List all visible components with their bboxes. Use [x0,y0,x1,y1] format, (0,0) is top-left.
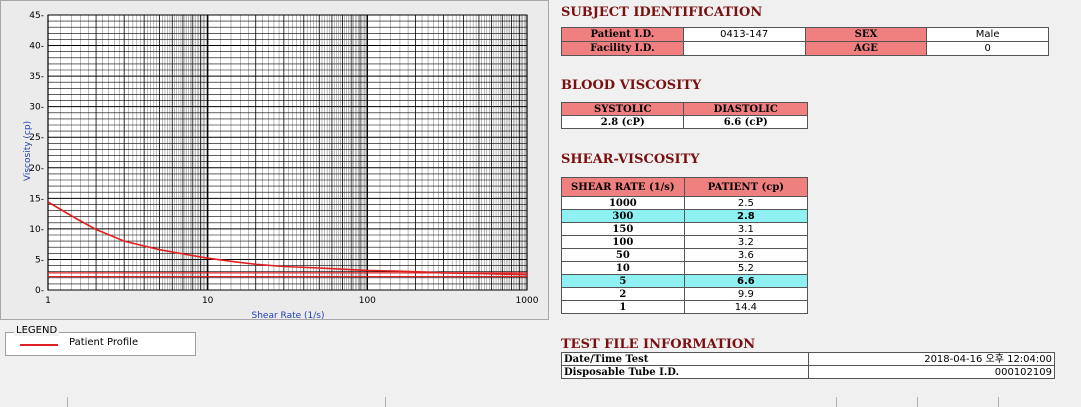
diastolic-label: DIASTOLIC [683,102,808,116]
y-tick-label: 10- [29,225,44,235]
datetime-value: 2018-04-16 오후 12:04:00 [808,352,1055,366]
viscosity-chart: 0- 5- 10- 15- 20- 25- 30- 35- 40- 45- 1 10 100 1000 S… [23,11,539,321]
y-tick-label: 40- [29,42,44,52]
plot-area [47,14,528,291]
series-layer [47,201,528,276]
patient-cp-cell: 2.5 [683,196,809,210]
shear-rate-cell: 100 [561,235,685,249]
datetime-label: Date/Time Test [560,352,810,366]
x-tick-label: 1 [45,296,51,306]
chart-grid [47,14,528,291]
legend-title: LEGEND [14,325,60,336]
blood-viscosity-title: BLOOD VISCOSITY [561,78,702,93]
blood-viscosity-table: SYSTOLIC DIASTOLIC 2.8 (cP) 6.6 (cP) [560,102,808,129]
status-bar [0,397,1081,407]
subject-identification-title: SUBJECT IDENTIFICATION [561,5,763,20]
shear-rate-cell: 150 [561,222,685,236]
patient-id-value: 0413-147 [682,27,806,42]
test-file-table: Date/Time Test 2018-04-16 오후 12:04:00 Di… [560,352,1055,379]
x-tick-label: 100 [359,296,376,306]
shear-rate-header: SHEAR RATE (1/s) [561,177,685,197]
status-cell [385,397,836,407]
shear-rate-cell: 1000 [561,196,685,210]
shear-rate-cell: 50 [561,248,685,262]
shear-rate-cell: 5 [561,274,685,288]
test-file-information-title: TEST FILE INFORMATION [561,337,756,352]
shear-rate-cell: 2 [561,287,685,301]
age-value: 0 [926,41,1049,56]
shear-row: 2 9.9 [561,287,809,301]
shear-rate-cell: 10 [561,261,685,275]
patient-cp-cell: 14.4 [683,300,809,314]
y-tick-label: 30- [29,103,44,113]
shear-row: 100 3.2 [561,235,809,249]
patient-cp-cell: 3.1 [683,222,809,236]
systolic-label: SYSTOLIC [560,102,685,116]
y-tick-label: 5- [35,255,44,265]
shear-row: 1000 2.5 [561,196,809,210]
diastolic-value: 6.6 (cP) [683,115,808,129]
x-tick-label: 10 [202,296,214,306]
y-tick-label: 35- [29,72,44,82]
x-axis-title: Shear Rate (1/s) [252,311,325,321]
patient-id-label: Patient I.D. [561,27,684,42]
x-tick-label: 1000 [516,296,539,306]
shear-rate-cell: 300 [561,209,685,223]
y-axis-title: Viscosity (cp) [23,121,33,181]
shear-row: 50 3.6 [561,248,809,262]
facility-id-label: Facility I.D. [561,41,684,56]
patient-cp-cell: 6.6 [683,274,809,288]
patient-cp-cell: 3.6 [683,248,809,262]
status-cell [836,397,917,407]
y-tick-label: 15- [29,194,44,204]
tube-id-value: 000102109 [808,365,1055,379]
y-tick-label: 25- [29,133,44,143]
shear-viscosity-rows: 1000 2.5 300 2.8 150 3.1 100 3.2 50 3.6 10 5.2 5 6.6 2… [561,196,809,314]
series-line-patient-profile [47,201,528,276]
age-label: AGE [804,41,928,56]
sex-label: SEX [804,27,928,42]
viscosity-chart-panel: 0- 5- 10- 15- 20- 25- 30- 35- 40- 45- 1 10 100 1000 S… [0,0,549,321]
systolic-value: 2.8 (cP) [560,115,685,129]
shear-viscosity-title: SHEAR-VISCOSITY [561,152,700,167]
legend-box: LEGEND Patient Profile [5,325,196,356]
tube-id-label: Disposable Tube I.D. [560,365,810,379]
legend-swatch-patient-profile [20,344,58,346]
shear-row: 5 6.6 [561,274,809,288]
y-tick-label: 20- [29,164,44,174]
tick-labels: 0- 5- 10- 15- 20- 25- 30- 35- 40- 45- 1 10 100 1000 [29,11,538,306]
patient-cp-cell: 2.8 [683,209,809,223]
shear-row: 10 5.2 [561,261,809,275]
shear-row: 150 3.1 [561,222,809,236]
status-cell [0,397,66,407]
facility-id-value [682,41,806,56]
patient-cp-cell: 5.2 [683,261,809,275]
sex-value: Male [926,27,1049,42]
y-tick-label: 0- [35,286,44,296]
shear-row: 300 2.8 [561,209,809,223]
shear-viscosity-table: SHEAR RATE (1/s) PATIENT (cp) 1000 2.5 300… [561,177,809,314]
patient-cp-cell: 3.2 [683,235,809,249]
patient-cp-header: PATIENT (cp) [683,177,809,197]
patient-cp-cell: 9.9 [683,287,809,301]
status-cell [998,397,1081,407]
shear-row: 1 14.4 [561,300,809,314]
status-cell [67,397,385,407]
legend-label-patient-profile: Patient Profile [69,337,139,348]
shear-rate-cell: 1 [561,300,685,314]
y-tick-label: 45- [29,11,44,21]
subject-identification-table: Patient I.D. 0413-147 SEX Male Facility … [561,27,1049,56]
status-cell [917,397,998,407]
